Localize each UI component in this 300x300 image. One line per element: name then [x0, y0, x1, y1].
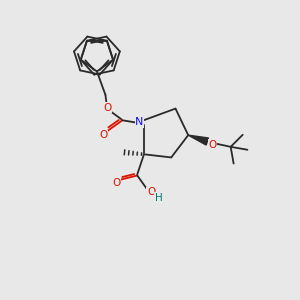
Text: O: O	[208, 140, 217, 150]
Polygon shape	[188, 135, 208, 145]
Text: O: O	[103, 103, 112, 112]
Text: H: H	[154, 193, 162, 203]
Text: O: O	[147, 188, 155, 197]
Text: O: O	[112, 178, 120, 188]
Text: O: O	[99, 130, 107, 140]
Text: N: N	[135, 117, 144, 128]
